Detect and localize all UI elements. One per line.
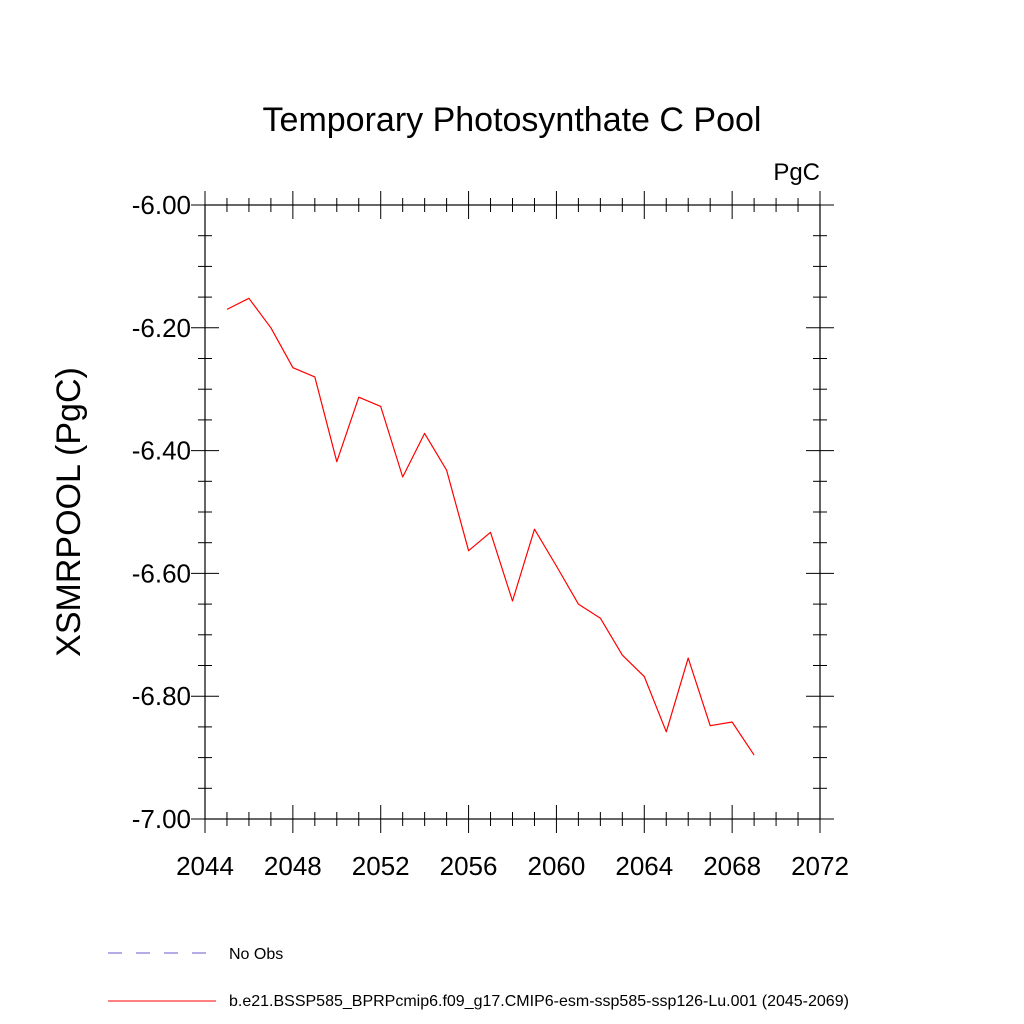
y-tick-labels: -7.00 -6.80 -6.60 -6.40 -6.20 -6.00 (132, 190, 191, 834)
x-tick-label: 2048 (264, 851, 322, 881)
x-tick-label: 2064 (615, 851, 673, 881)
y-tick-label: -6.40 (132, 436, 191, 466)
x-tick-label: 2052 (352, 851, 410, 881)
x-tick-label: 2068 (703, 851, 761, 881)
x-tick-label: 2072 (791, 851, 849, 881)
y-axis-label: XSMRPOOL (PgC) (50, 367, 88, 657)
plot-frame (204, 204, 821, 820)
legend-label-model-run: b.e21.BSSP585_BPRPcmip6.f09_g17.CMIP6-es… (229, 993, 849, 1010)
y-tick-label: -6.20 (132, 313, 191, 343)
legend-label-no-obs: No Obs (229, 946, 283, 963)
series-line (226, 297, 755, 756)
series-layer (226, 297, 755, 756)
x-tick-labels: 2044 2048 2052 2056 2060 2064 2068 2072 (176, 851, 849, 881)
y-tick-label: -7.00 (132, 804, 191, 834)
y-tick-label: -6.80 (132, 681, 191, 711)
x-tick-label: 2060 (528, 851, 586, 881)
axis-ticks (191, 191, 834, 833)
x-tick-label: 2044 (176, 851, 234, 881)
y-tick-label: -6.60 (132, 558, 191, 588)
x-tick-label: 2056 (440, 851, 498, 881)
units-label: PgC (773, 159, 820, 186)
chart-title: Temporary Photosynthate C Pool (263, 101, 762, 139)
legend: No Obs b.e21.BSSP585_BPRPcmip6.f09_g17.C… (108, 946, 849, 1010)
y-tick-label: -6.00 (132, 190, 191, 220)
